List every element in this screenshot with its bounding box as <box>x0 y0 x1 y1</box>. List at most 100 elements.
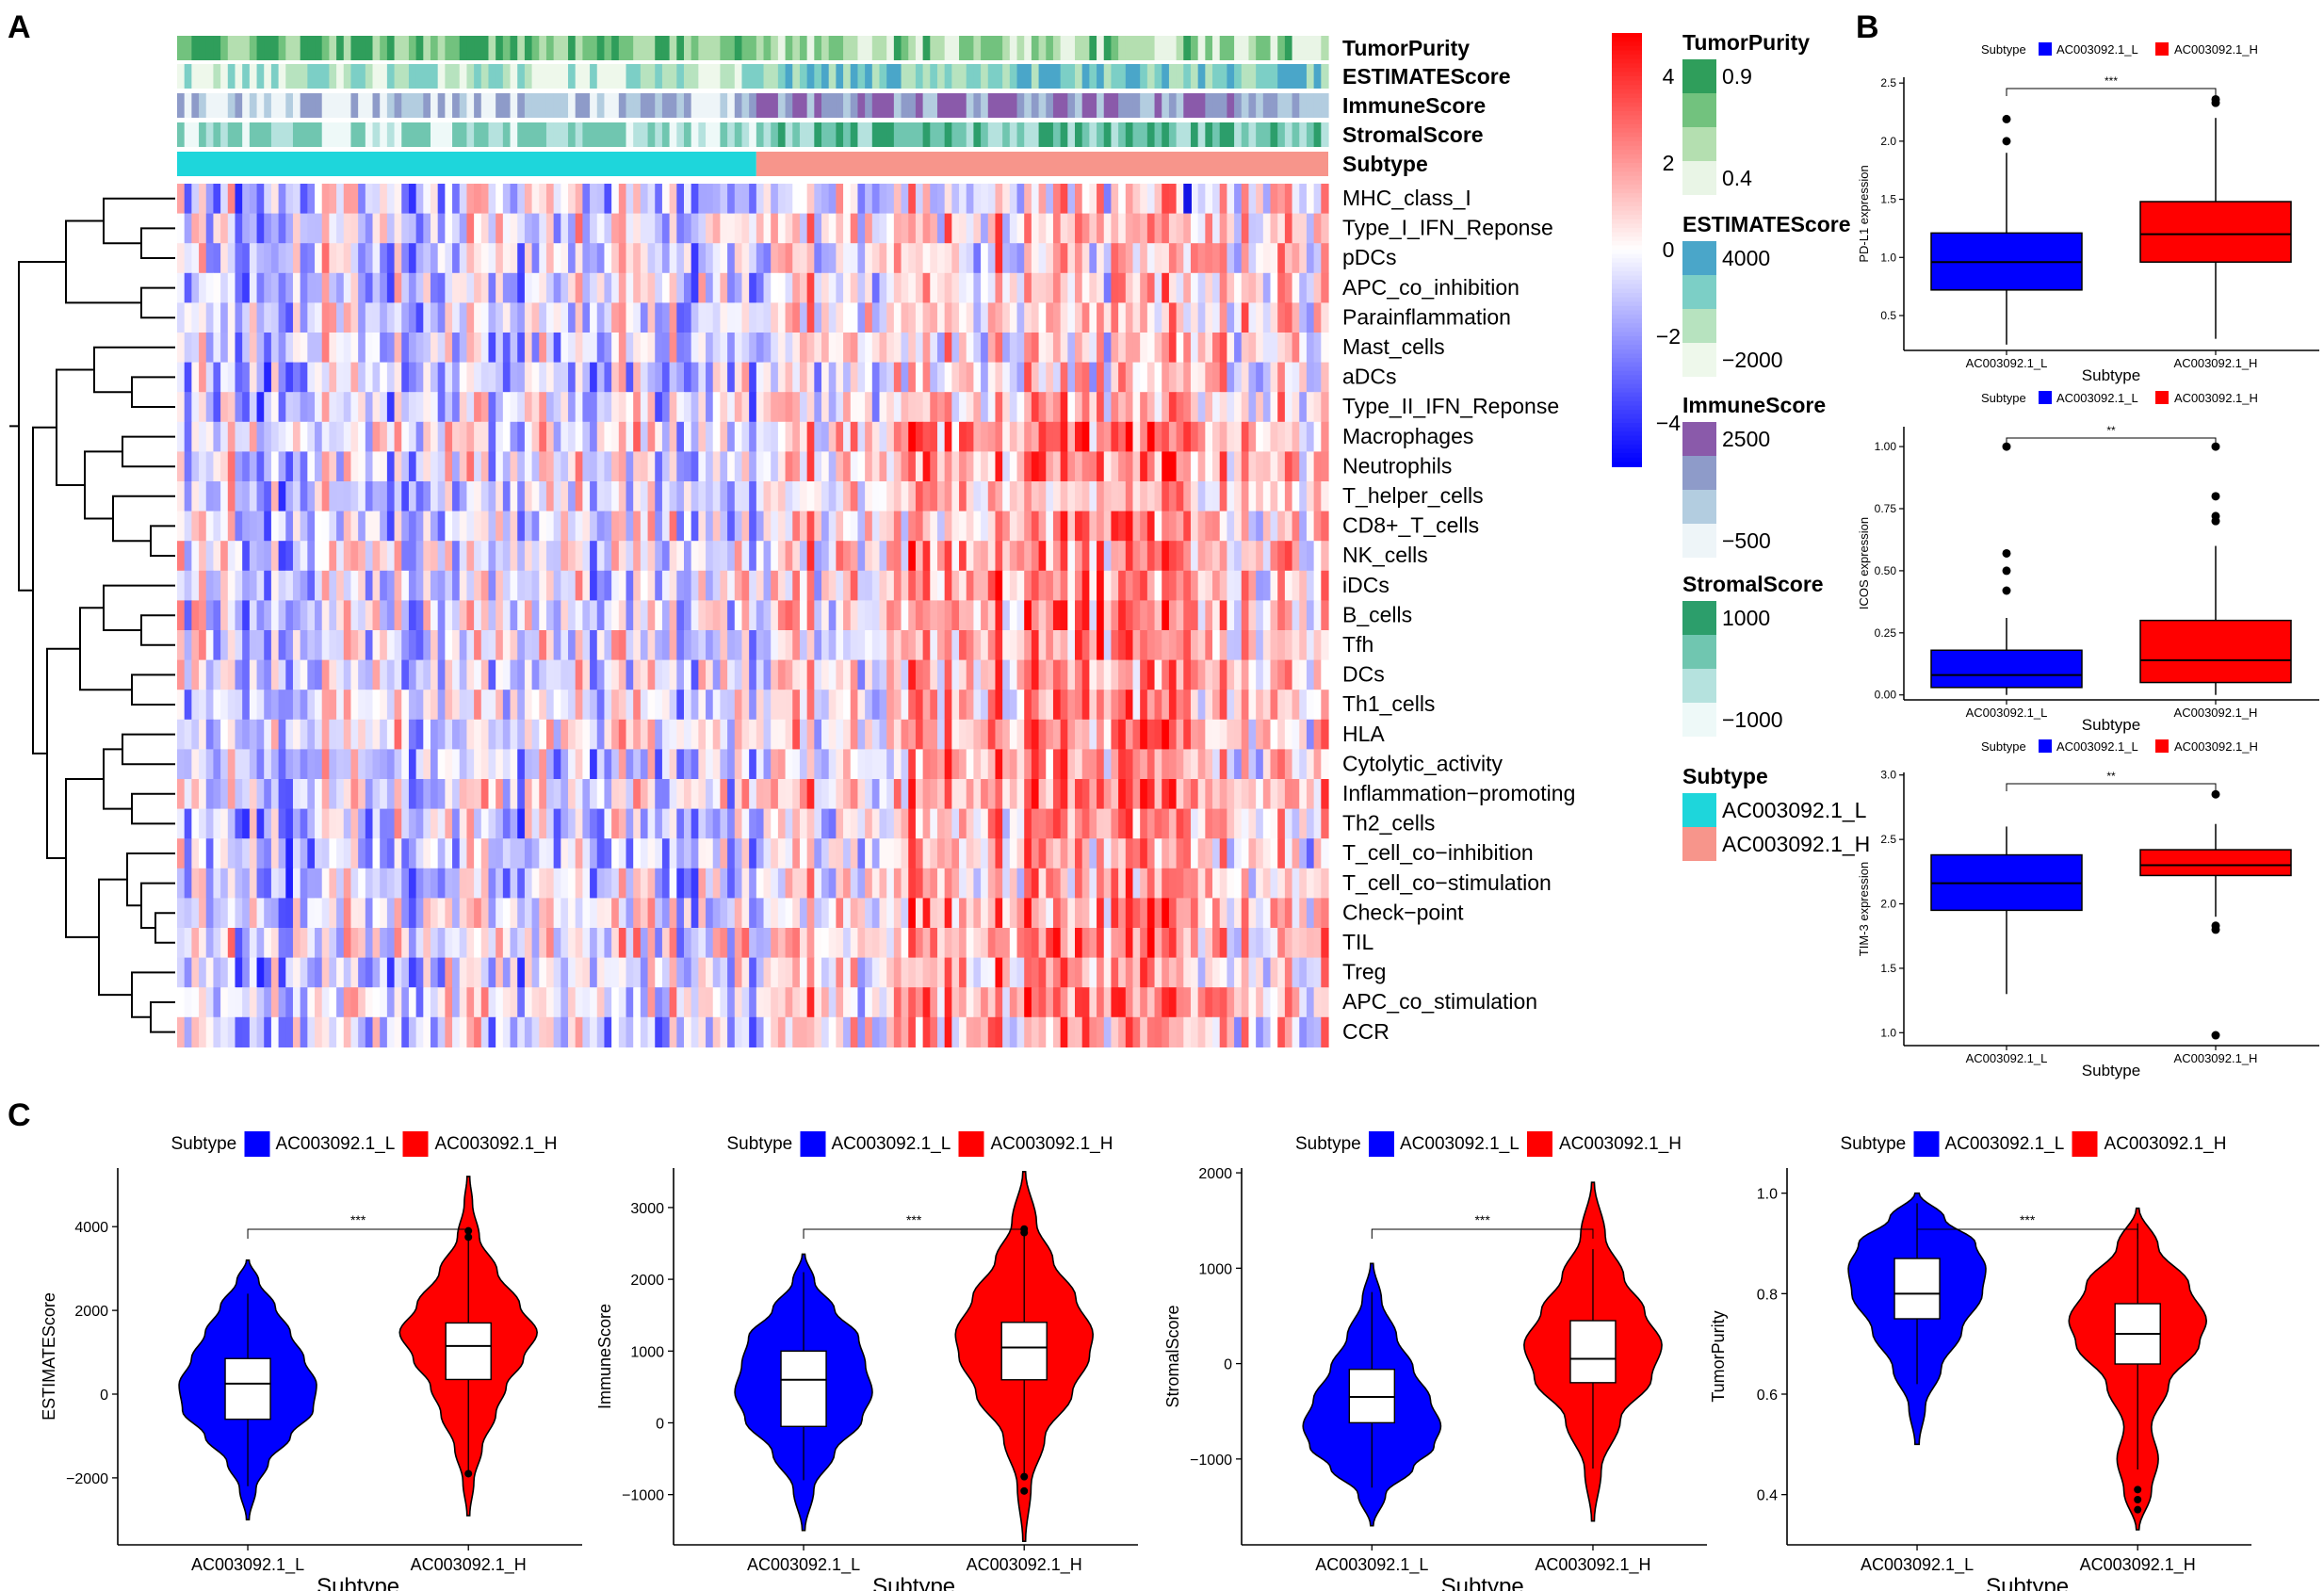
heatmap-cell <box>205 451 215 482</box>
track-cell-StromalScore <box>249 122 258 147</box>
heatmap-cell <box>582 898 591 929</box>
heatmap-cell <box>199 511 207 542</box>
heatmap-cell <box>242 451 251 482</box>
heatmap-cell <box>1313 719 1322 750</box>
heatmap-cell <box>1154 184 1162 215</box>
heatmap-cell <box>1321 838 1329 869</box>
heatmap-cell <box>415 243 424 274</box>
heatmap-cell <box>1234 749 1243 780</box>
heatmap-cell <box>633 838 642 869</box>
heatmap-cell <box>1075 333 1083 364</box>
heatmap-cell <box>1038 690 1047 721</box>
heatmap-cell <box>220 779 229 810</box>
heatmap-cell <box>698 302 707 333</box>
heatmap-cell <box>618 481 627 512</box>
heatmap-cell <box>1081 272 1090 303</box>
heatmap-cell <box>966 213 975 244</box>
heatmap-cell <box>1227 928 1235 959</box>
heatmap-cell <box>1197 243 1206 274</box>
heatmap-cell <box>1118 333 1127 364</box>
heatmap-cell <box>191 957 200 988</box>
heatmap-cell <box>545 600 555 631</box>
heatmap-cell <box>365 570 374 601</box>
heatmap-cell <box>568 302 577 333</box>
heatmap-cell <box>691 928 699 959</box>
heatmap-cell <box>981 541 989 572</box>
heatmap-cell <box>1176 868 1184 899</box>
heatmap-cell <box>1306 481 1315 512</box>
heatmap-cell <box>734 362 743 393</box>
heatmap-cell <box>307 928 316 959</box>
heatmap-cell <box>1089 690 1097 721</box>
track-cell-TumorPurity <box>191 36 200 60</box>
heatmap-cell <box>691 779 699 810</box>
heatmap-cell <box>706 243 714 274</box>
track-cell-ImmuneScore <box>386 93 396 118</box>
heatmap-cell <box>300 213 308 244</box>
heatmap-cell <box>1075 928 1083 959</box>
heatmap-cell <box>1016 272 1025 303</box>
heatmap-cell <box>445 421 453 452</box>
heatmap-cell <box>256 957 265 988</box>
heatmap-cell <box>727 600 736 631</box>
heatmap-cell <box>618 928 627 959</box>
heatmap-cell <box>1176 630 1184 661</box>
heatmap-cell <box>365 184 374 215</box>
heatmap-cell <box>278 719 286 750</box>
heatmap-cell <box>1168 511 1178 542</box>
heatmap-cell <box>590 302 598 333</box>
heatmap-cell <box>611 392 620 423</box>
heatmap-cell <box>401 928 410 959</box>
heatmap-cell <box>213 987 221 1018</box>
heatmap-cell <box>545 511 555 542</box>
heatmap-cell <box>256 659 265 690</box>
heatmap-cell <box>1067 333 1076 364</box>
heatmap-cell <box>205 392 215 423</box>
track-cell-ImmuneScore <box>177 93 186 118</box>
heatmap-cell <box>792 451 801 482</box>
heatmap-cell <box>720 928 728 959</box>
track-cell-ImmuneScore <box>1227 93 1235 118</box>
heatmap-cell <box>315 272 323 303</box>
heatmap-cell <box>936 272 946 303</box>
heatmap-cell <box>372 392 381 423</box>
heatmap-cell <box>1256 808 1264 839</box>
heatmap-cell <box>973 243 982 274</box>
heatmap-cell <box>394 184 402 215</box>
heatmap-cell <box>575 898 583 929</box>
heatmap-cell <box>1002 362 1011 393</box>
heatmap-cell <box>300 243 308 274</box>
heatmap-cell <box>611 957 620 988</box>
heatmap-cell <box>611 302 620 333</box>
heatmap-cell <box>452 362 461 393</box>
heatmap-cell <box>771 868 779 899</box>
track-cell-ESTIMATEScore <box>242 64 251 89</box>
heatmap-cell <box>1052 451 1062 482</box>
heatmap-cell <box>184 928 192 959</box>
heatmap-cell <box>184 302 192 333</box>
heatmap-cell <box>1227 690 1235 721</box>
heatmap-cell <box>828 630 837 661</box>
heatmap-cell <box>264 243 272 274</box>
heatmap-cell <box>1227 272 1235 303</box>
heatmap-cell <box>256 779 265 810</box>
heatmap-cell <box>1227 749 1235 780</box>
heatmap-cell <box>575 481 583 512</box>
heatmap-cell <box>727 898 736 929</box>
heatmap-cell <box>973 184 982 215</box>
heatmap-cell <box>242 987 251 1018</box>
heatmap-cell <box>720 481 728 512</box>
heatmap-cell <box>1205 868 1213 899</box>
heatmap-cell <box>524 451 533 482</box>
heatmap-cell <box>1321 690 1329 721</box>
heatmap-cell <box>445 272 453 303</box>
heatmap-cell <box>1292 630 1300 661</box>
heatmap-cell <box>915 898 924 929</box>
track-cell-ESTIMATEScore <box>452 64 461 89</box>
heatmap-cell <box>633 213 642 244</box>
heatmap-cell <box>1183 511 1192 542</box>
heatmap-cell <box>307 630 316 661</box>
heatmap-cell <box>213 421 221 452</box>
heatmap-cell <box>1154 511 1162 542</box>
heatmap-cell <box>1031 630 1040 661</box>
